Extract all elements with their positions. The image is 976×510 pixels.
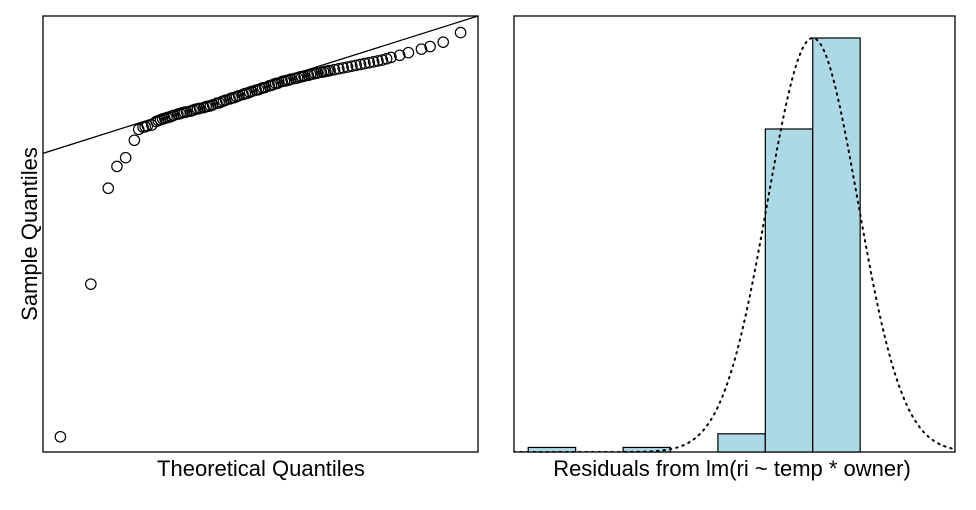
qq-point bbox=[167, 109, 180, 122]
qq-point bbox=[54, 430, 67, 443]
histogram-bar bbox=[527, 446, 577, 453]
qq-point bbox=[415, 43, 428, 55]
qq-point bbox=[350, 59, 362, 72]
histogram-frame bbox=[513, 15, 956, 453]
histogram-bar bbox=[764, 128, 814, 453]
qq-point bbox=[354, 58, 367, 71]
qq-point bbox=[246, 85, 258, 98]
qq-point bbox=[232, 89, 245, 102]
qq-point bbox=[376, 54, 389, 66]
qq-point bbox=[402, 46, 415, 59]
qq-plot-frame bbox=[42, 15, 479, 453]
histogram-x-axis-title: Residuals from lm(ri ~ temp * owner) bbox=[553, 456, 911, 481]
qq-point bbox=[359, 57, 371, 70]
normal-density-curve bbox=[514, 37, 955, 452]
histogram-panel: Residuals from lm(ri ~ temp * owner) bbox=[513, 15, 956, 481]
qq-x-axis-title: Theoretical Quantiles bbox=[157, 456, 365, 481]
qq-points bbox=[54, 26, 467, 443]
qq-point bbox=[341, 61, 354, 73]
qq-point bbox=[363, 56, 376, 69]
histogram-bar bbox=[812, 37, 861, 453]
qq-point bbox=[454, 26, 467, 39]
qq-point bbox=[324, 64, 336, 77]
qq-y-axis-title: Sample Quantiles bbox=[17, 147, 42, 321]
qq-point bbox=[372, 55, 384, 67]
qq-point bbox=[111, 160, 123, 173]
qq-point bbox=[128, 134, 141, 147]
qq-point bbox=[346, 60, 358, 72]
qq-point bbox=[424, 40, 436, 53]
qq-plot-panel: Theoretical Quantiles Sample Quantiles bbox=[17, 15, 479, 481]
qq-point bbox=[298, 70, 310, 82]
qq-point bbox=[85, 278, 97, 290]
qq-point bbox=[102, 182, 115, 195]
qq-point bbox=[311, 67, 323, 79]
qq-point bbox=[328, 63, 341, 76]
qq-point bbox=[437, 36, 449, 48]
qq-point bbox=[393, 49, 406, 62]
qq-point bbox=[119, 151, 132, 164]
qq-point bbox=[380, 52, 393, 65]
qq-point bbox=[367, 55, 380, 68]
histogram-bars bbox=[527, 37, 861, 453]
qq-point bbox=[385, 51, 397, 64]
qq-point bbox=[285, 73, 297, 86]
histogram-bar bbox=[717, 433, 766, 453]
qq-point bbox=[193, 102, 206, 115]
qq-point bbox=[337, 62, 349, 74]
qq-point bbox=[219, 94, 232, 106]
qq-point bbox=[180, 106, 193, 118]
qq-point bbox=[332, 62, 345, 75]
